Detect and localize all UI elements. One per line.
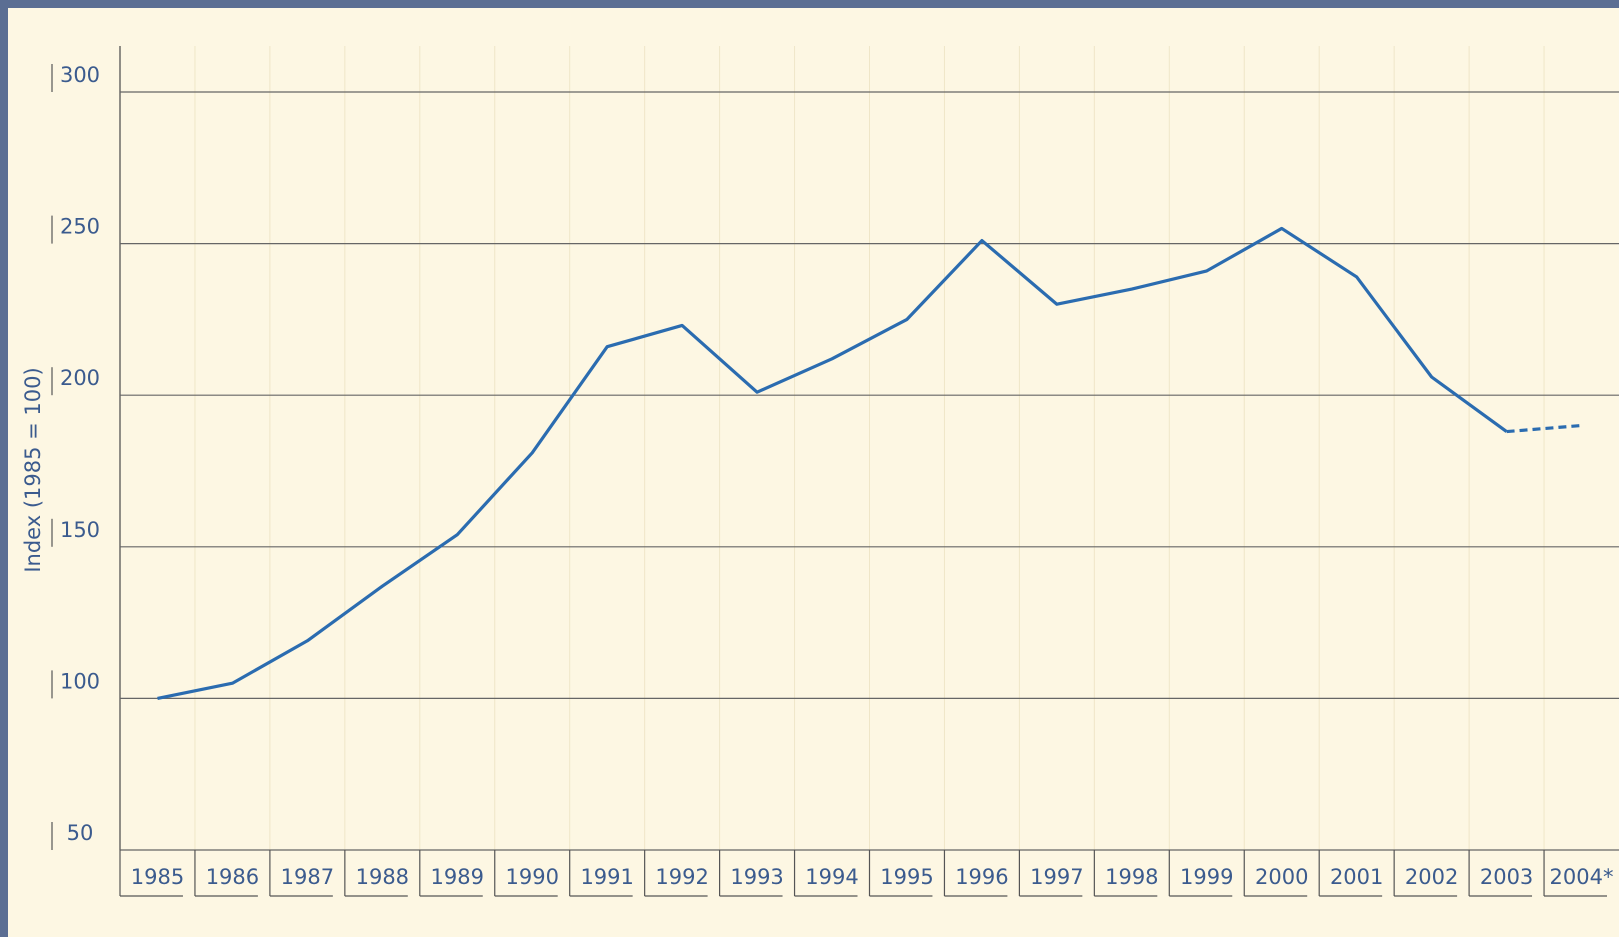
x-tick-label: 1991 [580, 865, 633, 889]
x-tick-label: 1993 [730, 865, 783, 889]
x-tick-label: 2003 [1480, 865, 1533, 889]
x-tick-label: 1985 [131, 865, 184, 889]
y-tick-label: 150 [60, 518, 100, 542]
x-tick-label: 1997 [1030, 865, 1083, 889]
x-tick-label: 1986 [206, 865, 259, 889]
y-tick-label: 200 [60, 366, 100, 390]
x-tick-label: 1988 [356, 865, 409, 889]
x-tick-label: 1990 [505, 865, 558, 889]
background [8, 8, 1619, 937]
x-tick-label: 2004* [1550, 865, 1614, 889]
line-series [157, 226, 1508, 700]
y-tick-label: 100 [60, 669, 100, 693]
y-axis-label: Index (1985 = 100) [21, 367, 45, 572]
y-tick-label: 50 [67, 821, 94, 845]
y-tick-label: 250 [60, 215, 100, 239]
x-tick-label: 1996 [955, 865, 1008, 889]
x-tick-label: 1992 [655, 865, 708, 889]
x-tick-label: 2002 [1405, 865, 1458, 889]
x-tick-label: 1994 [805, 865, 858, 889]
x-tick-label: 1995 [880, 865, 933, 889]
x-tick-label: 2000 [1255, 865, 1308, 889]
x-tick-label: 2001 [1330, 865, 1383, 889]
x-tick-label: 1989 [431, 865, 484, 889]
x-tick-label: 1999 [1180, 865, 1233, 889]
x-tick-label: 1987 [281, 865, 334, 889]
x-tick-label: 1998 [1105, 865, 1158, 889]
y-tick-label: 300 [60, 63, 100, 87]
